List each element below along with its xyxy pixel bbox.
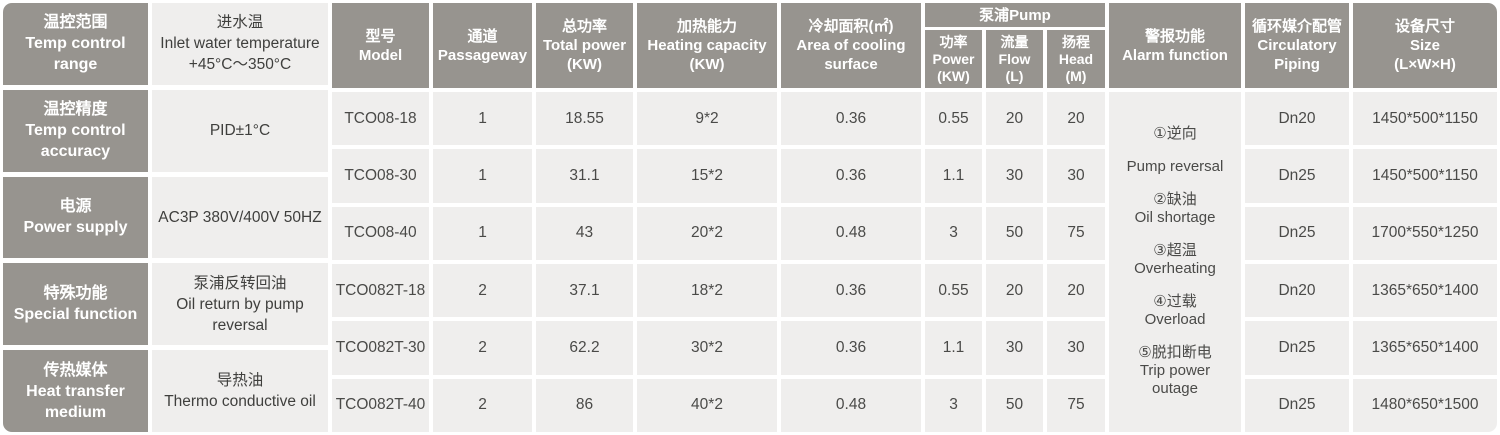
- left-label-temp-control-accuracy: 温控精度 Temp control accuracy: [3, 89, 148, 172]
- cell-total-power: 62.2: [536, 321, 633, 375]
- alarm-item-oil-shortage: ②缺油 Oil shortage: [1134, 191, 1216, 227]
- cell-passageway: 1: [433, 92, 532, 146]
- cell-pump-head: 30: [1047, 321, 1105, 375]
- cell-cooling-area: 0.48: [781, 206, 921, 260]
- col-header-circulatory-piping: 循环媒介配管 Circulatory Piping: [1245, 3, 1349, 88]
- cell-total-power: 18.55: [536, 92, 633, 146]
- cell-size: 1450*500*1150: [1353, 92, 1497, 146]
- cell-heating-capacity: 15*2: [637, 149, 777, 203]
- cell-pump-flow: 50: [986, 206, 1043, 260]
- cell-heating-capacity: 9*2: [637, 92, 777, 146]
- cell-pump-flow: 20: [986, 92, 1043, 146]
- cell-pump-flow: 50: [986, 378, 1043, 432]
- model-spec-table: 型号 Model 通道 Passageway 总功率 Total power (…: [332, 3, 1497, 432]
- cell-size: 1450*500*1150: [1353, 149, 1497, 203]
- cell-pump-power: 0.55: [925, 263, 982, 318]
- left-spec-panel: 温控范围 Temp control range 进水温 Inlet water …: [3, 3, 328, 432]
- left-value-special-function: 泵浦反转回油 Oil return by pump reversal: [152, 263, 328, 346]
- cell-cooling-area: 0.36: [781, 92, 921, 146]
- col-header-model: 型号 Model: [332, 3, 429, 88]
- alarm-function-merged-cell: ①逆向 Pump reversal ②缺油 Oil shortage ③超温 O…: [1109, 92, 1241, 432]
- cell-passageway: 2: [433, 321, 532, 375]
- cell-piping: Dn20: [1245, 263, 1349, 318]
- cell-pump-flow: 20: [986, 263, 1043, 318]
- col-header-heating-capacity: 加热能力 Heating capacity (KW): [637, 3, 777, 88]
- cell-pump-flow: 30: [986, 149, 1043, 203]
- alarm-item-overload: ④过载 Overload: [1144, 293, 1206, 329]
- cell-pump-power: 3: [925, 206, 982, 260]
- cell-heating-capacity: 40*2: [637, 378, 777, 432]
- col-header-pump-head: 扬程 Head (M): [1047, 30, 1105, 88]
- cell-heating-capacity: 18*2: [637, 263, 777, 318]
- col-header-alarm-function: 警报功能 Alarm function: [1109, 3, 1241, 88]
- cell-piping: Dn25: [1245, 378, 1349, 432]
- col-header-pump-flow: 流量 Flow (L): [986, 30, 1043, 88]
- cell-pump-power: 1.1: [925, 149, 982, 203]
- cell-passageway: 1: [433, 149, 532, 203]
- col-header-total-power: 总功率 Total power (KW): [536, 3, 633, 88]
- left-value-heat-transfer-medium: 导热油 Thermo conductive oil: [152, 350, 328, 432]
- cell-size: 1700*550*1250: [1353, 206, 1497, 260]
- cell-pump-power: 0.55: [925, 92, 982, 146]
- col-header-pump-group: 泵浦Pump 功率 Power (KW) 流量 Flow (L) 扬程 Head…: [925, 3, 1105, 88]
- cell-passageway: 2: [433, 263, 532, 318]
- left-label-temp-control-range: 温控范围 Temp control range: [3, 3, 148, 85]
- cell-model: TCO08-30: [332, 149, 429, 203]
- cell-cooling-area: 0.36: [781, 149, 921, 203]
- alarm-item-overheating: ③超温 Overheating: [1134, 242, 1216, 278]
- cell-cooling-area: 0.36: [781, 321, 921, 375]
- left-value-inlet-water-temperature: 进水温 Inlet water temperature +45°C～350°C: [152, 3, 328, 85]
- cell-pump-power: 3: [925, 378, 982, 432]
- left-value-power-supply: AC3P 380V/400V 50HZ: [152, 176, 328, 259]
- cell-pump-head: 75: [1047, 378, 1105, 432]
- cell-cooling-area: 0.36: [781, 263, 921, 318]
- alarm-item-trip-power-outage: ⑤脱扣断电 Trip power outage: [1138, 344, 1212, 398]
- col-header-pump-power: 功率 Power (KW): [925, 30, 982, 88]
- cell-total-power: 43: [536, 206, 633, 260]
- cell-pump-power: 1.1: [925, 321, 982, 375]
- cell-total-power: 31.1: [536, 149, 633, 203]
- left-value-temp-control-accuracy: PID±1°C: [152, 89, 328, 172]
- col-header-size: 设备尺寸 Size (L×W×H): [1353, 3, 1497, 88]
- cell-model: TCO082T-30: [332, 321, 429, 375]
- alarm-item-pump-reversal-zh: ①逆向: [1153, 125, 1197, 143]
- cell-heating-capacity: 20*2: [637, 206, 777, 260]
- cell-size: 1480*650*1500: [1353, 378, 1497, 432]
- cell-pump-head: 20: [1047, 92, 1105, 146]
- col-header-passageway: 通道 Passageway: [433, 3, 532, 88]
- pump-group-label: 泵浦Pump: [925, 3, 1105, 27]
- cell-passageway: 1: [433, 206, 532, 260]
- left-label-heat-transfer-medium: 传热媒体 Heat transfer medium: [3, 350, 148, 432]
- cell-model: TCO08-18: [332, 92, 429, 146]
- cell-heating-capacity: 30*2: [637, 321, 777, 375]
- cell-piping: Dn25: [1245, 149, 1349, 203]
- cell-pump-head: 20: [1047, 263, 1105, 318]
- cell-model: TCO08-40: [332, 206, 429, 260]
- cell-model: TCO082T-40: [332, 378, 429, 432]
- cell-pump-flow: 30: [986, 321, 1043, 375]
- alarm-item-pump-reversal-en: Pump reversal: [1126, 158, 1224, 176]
- cell-pump-head: 75: [1047, 206, 1105, 260]
- cell-total-power: 86: [536, 378, 633, 432]
- cell-pump-head: 30: [1047, 149, 1105, 203]
- cell-size: 1365*650*1400: [1353, 321, 1497, 375]
- left-label-power-supply: 电源 Power supply: [3, 176, 148, 259]
- cell-piping: Dn25: [1245, 206, 1349, 260]
- cell-cooling-area: 0.48: [781, 378, 921, 432]
- cell-size: 1365*650*1400: [1353, 263, 1497, 318]
- left-label-special-function: 特殊功能 Special function: [3, 263, 148, 346]
- cell-passageway: 2: [433, 378, 532, 432]
- cell-total-power: 37.1: [536, 263, 633, 318]
- cell-piping: Dn20: [1245, 92, 1349, 146]
- cell-piping: Dn25: [1245, 321, 1349, 375]
- cell-model: TCO082T-18: [332, 263, 429, 318]
- col-header-cooling-area: 冷却面积(㎡) Area of cooling surface: [781, 3, 921, 88]
